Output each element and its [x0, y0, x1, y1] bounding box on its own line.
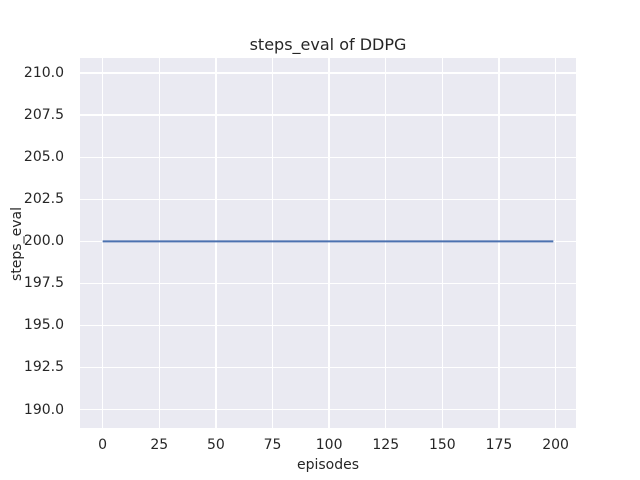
y-tick-label: 192.5 — [23, 359, 64, 376]
x-tick-label: 50 — [206, 437, 225, 453]
v-gridline — [215, 58, 217, 428]
h-gridline — [80, 408, 576, 411]
y-tick-label: 205.0 — [23, 149, 64, 166]
x-tick-label: 0 — [98, 437, 108, 453]
x-tick-label: 100 — [315, 437, 343, 453]
x-tick-label: 175 — [485, 437, 513, 453]
v-gridline — [385, 58, 387, 428]
h-gridline — [80, 282, 576, 285]
v-gridline — [441, 58, 444, 428]
y-tick-label: 197.5 — [23, 275, 64, 292]
x-tick-label: 200 — [542, 437, 569, 453]
v-gridline — [158, 58, 160, 428]
v-gridline — [101, 58, 104, 428]
h-gridline — [80, 156, 576, 158]
y-tick-label: 195.0 — [23, 317, 64, 334]
y-tick-label: 207.5 — [23, 107, 64, 124]
v-gridline — [554, 58, 557, 428]
data-series-layer — [80, 58, 576, 428]
x-tick-label: 25 — [150, 437, 169, 453]
h-gridline — [80, 198, 576, 200]
h-gridline — [80, 366, 576, 369]
y-tick-labels: 190.0 192.5 195.0 197.5 200.0 202.5 205.0 207.5… — [0, 58, 72, 428]
x-tick-label: 75 — [263, 437, 282, 453]
plot-area — [80, 58, 576, 428]
y-tick-label: 210.0 — [23, 65, 64, 82]
v-gridline — [498, 58, 500, 428]
h-gridline — [80, 324, 576, 327]
v-gridline — [328, 58, 330, 428]
h-gridline — [80, 114, 576, 116]
x-tick-label: 125 — [372, 437, 400, 453]
x-axis-label: episodes — [296, 457, 360, 473]
x-tick-label: 150 — [428, 437, 456, 453]
y-tick-label: 190.0 — [23, 401, 64, 418]
y-tick-label: 200.0 — [23, 233, 64, 250]
y-tick-label: 202.5 — [23, 191, 64, 208]
h-gridline — [80, 72, 576, 74]
x-tick-labels: 0 25 50 75 100 125 150 175 200 — [80, 437, 576, 455]
chart-title: steps_eval of DDPG — [249, 35, 407, 54]
v-gridline — [271, 58, 274, 428]
